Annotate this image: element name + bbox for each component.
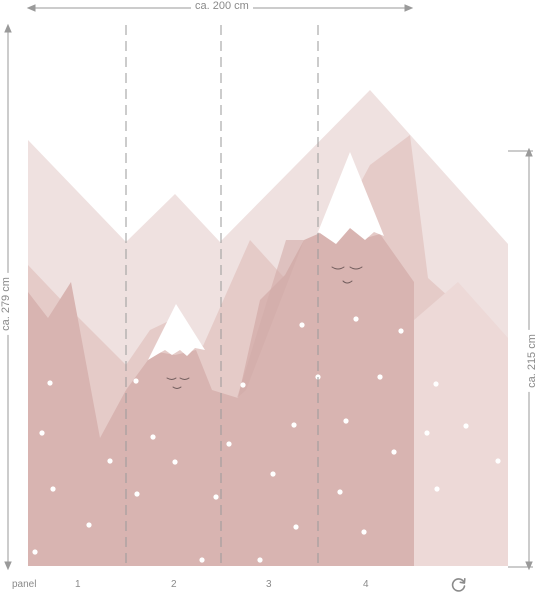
right-mountain-face — [331, 266, 363, 284]
top-right-arrow — [404, 4, 414, 12]
left-smile — [172, 386, 182, 389]
width-dimension-label: ca. 200 cm — [191, 0, 253, 12]
panel-number-1: 1 — [75, 579, 81, 590]
left-mountain-face — [166, 377, 190, 389]
right-eye-1 — [331, 266, 345, 270]
left-snow-cap — [148, 304, 205, 360]
snowflakes — [32, 316, 501, 563]
right-eye-2 — [349, 266, 363, 270]
right-smile — [342, 280, 353, 284]
right-top-arrow — [525, 147, 533, 157]
height-dimension-text: ca. 279 cm — [0, 273, 12, 335]
left-eye-2 — [179, 377, 190, 380]
panel-number-3: 3 — [266, 579, 272, 590]
panel-number-2: 2 — [171, 579, 177, 590]
panel-number-4: 4 — [363, 579, 369, 590]
snow-caps — [148, 152, 384, 360]
panel-row: panel 1 2 3 4 — [0, 576, 540, 594]
panel-guides — [125, 25, 319, 566]
left-eye-1 — [166, 377, 177, 380]
right-snow-cap — [318, 152, 384, 244]
rotate-icon-svg — [451, 578, 466, 592]
left-bottom-arrow — [4, 561, 12, 571]
panel-label: panel — [12, 579, 37, 590]
top-left-arrow — [26, 4, 36, 12]
rotate-icon[interactable] — [451, 577, 467, 593]
right-height-dimension-text: ca. 215 cm — [526, 330, 538, 392]
mountain-layers — [28, 90, 508, 566]
front-right-mountain — [414, 282, 508, 566]
center-mountain-shadow — [237, 240, 304, 398]
left-top-arrow — [4, 23, 12, 33]
right-bottom-arrow — [525, 561, 533, 571]
